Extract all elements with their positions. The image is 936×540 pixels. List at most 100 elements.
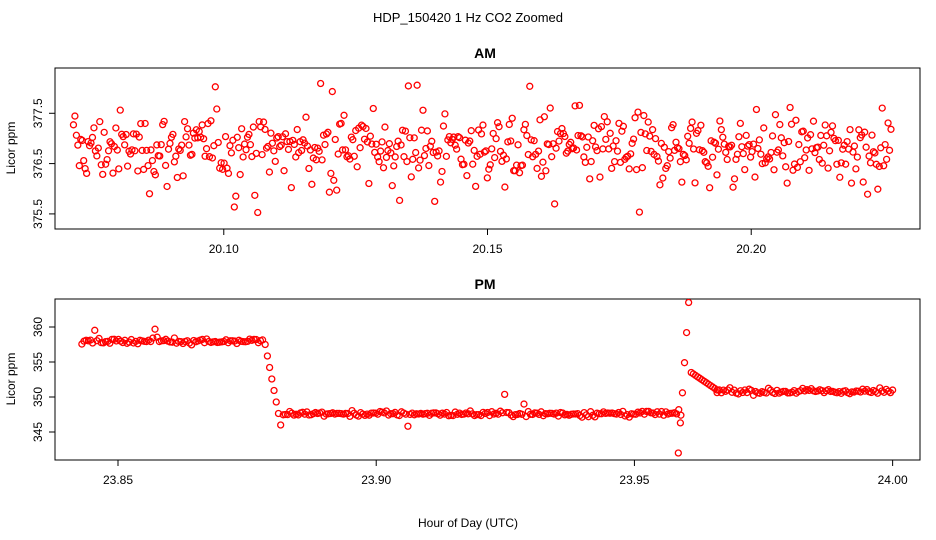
data-point	[680, 359, 689, 367]
data-point	[242, 146, 250, 154]
data-point	[353, 163, 361, 171]
data-point	[817, 131, 825, 140]
data-point	[113, 146, 121, 154]
data-point	[739, 149, 747, 158]
data-point	[93, 152, 101, 160]
data-point	[284, 145, 293, 154]
data-point	[151, 325, 159, 333]
data-point	[80, 156, 88, 165]
data-point	[637, 128, 645, 137]
data-point	[634, 108, 642, 116]
data-point	[293, 125, 301, 134]
data-point	[341, 146, 350, 154]
data-point	[274, 133, 282, 141]
data-point	[586, 408, 595, 416]
data-point	[523, 131, 531, 140]
data-point	[836, 173, 844, 181]
data-point	[888, 386, 897, 394]
data-point	[417, 126, 426, 134]
data-point	[430, 409, 438, 417]
data-point	[75, 162, 83, 170]
data-point	[606, 129, 614, 137]
data-point	[597, 122, 606, 131]
data-point	[514, 141, 522, 149]
data-point	[350, 152, 358, 160]
data-point	[318, 408, 326, 416]
data-point	[691, 179, 699, 187]
data-point	[763, 155, 771, 163]
data-point	[567, 138, 575, 146]
data-point	[274, 409, 283, 418]
data-point	[439, 122, 448, 130]
data-point	[259, 118, 268, 126]
data-point	[416, 156, 424, 164]
data-point	[349, 136, 357, 144]
data-point	[262, 144, 271, 152]
am-data-points	[69, 79, 895, 217]
data-point	[625, 165, 633, 173]
data-point	[859, 385, 867, 393]
data-point	[145, 190, 154, 198]
data-point	[94, 144, 102, 152]
data-point	[483, 174, 491, 182]
data-point	[289, 136, 297, 145]
data-point	[665, 147, 673, 156]
data-point	[599, 145, 607, 153]
data-point	[521, 120, 530, 129]
data-point	[820, 141, 828, 149]
data-point	[153, 141, 161, 149]
data-point	[811, 148, 819, 157]
data-point	[681, 151, 689, 160]
data-point	[369, 104, 377, 113]
pm-data-points	[78, 298, 897, 457]
data-point	[425, 161, 433, 170]
data-point	[824, 385, 833, 394]
data-point	[387, 149, 395, 157]
data-point	[765, 155, 774, 163]
data-point	[713, 171, 721, 179]
data-point	[752, 105, 761, 114]
data-point	[163, 182, 171, 191]
data-point	[397, 141, 405, 149]
data-point	[782, 163, 790, 171]
data-point	[214, 138, 222, 147]
data-point	[588, 137, 597, 145]
data-point	[428, 137, 436, 145]
data-point	[802, 146, 810, 154]
data-point	[201, 152, 209, 160]
data-point	[180, 117, 189, 126]
data-point	[768, 132, 777, 140]
data-point	[149, 334, 157, 342]
data-point	[123, 162, 132, 170]
data-point	[881, 140, 889, 149]
data-point	[97, 161, 105, 169]
data-point	[874, 185, 882, 193]
data-point	[404, 82, 413, 90]
data-point	[401, 127, 410, 135]
am-y-axis-label: Licor ppm	[4, 122, 18, 175]
data-point	[435, 147, 443, 155]
data-point	[824, 164, 832, 172]
data-point	[90, 124, 98, 132]
data-point	[169, 130, 177, 139]
data-point	[436, 411, 444, 419]
data-point	[587, 157, 595, 166]
data-point	[183, 125, 192, 133]
data-point	[470, 146, 478, 155]
data-point	[388, 181, 396, 190]
data-point	[527, 136, 535, 144]
data-point	[678, 389, 687, 397]
data-point	[603, 118, 611, 126]
data-point	[663, 162, 671, 170]
data-point	[452, 145, 461, 153]
am-axes: 20.10 20.15 20.20 375.5 376.5 377.5	[31, 98, 766, 256]
data-point	[644, 118, 652, 126]
data-point	[613, 147, 622, 155]
data-point	[730, 175, 739, 183]
data-point	[148, 156, 157, 165]
pm-y-axis-label: Licor ppm	[4, 353, 18, 406]
data-point	[161, 161, 170, 170]
data-point	[787, 120, 796, 128]
data-point	[574, 131, 582, 140]
